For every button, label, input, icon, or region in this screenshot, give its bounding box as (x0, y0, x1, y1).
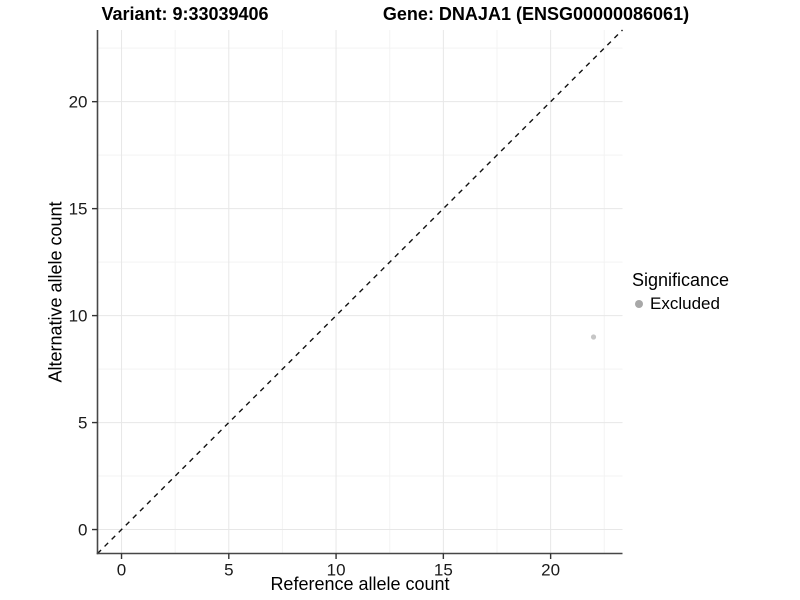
identity-line (97, 29, 623, 554)
x-tick-label: 10 (327, 561, 346, 580)
legend-item-label: Excluded (650, 294, 720, 313)
legend: Significance Excluded (630, 270, 729, 314)
variant-title: Variant: 9:33039406 (101, 4, 269, 24)
y-axis-title: Alternative allele count (45, 201, 66, 383)
gene-title: Gene: DNAJA1 (ENSG00000086061) (382, 4, 690, 24)
legend-point-icon (635, 300, 643, 308)
y-tick-label: 0 (78, 521, 87, 540)
y-tick-label: 10 (69, 307, 88, 326)
x-axis-title: Reference allele count (270, 574, 450, 594)
x-tick-label: 15 (434, 561, 453, 580)
legend-title: Significance (632, 270, 730, 290)
x-tick-label: 5 (224, 561, 233, 580)
y-tick-label: 15 (69, 200, 88, 219)
x-tick-label: 0 (117, 561, 126, 580)
legend-item-excluded: Excluded (630, 294, 729, 314)
y-tick-label: 5 (78, 414, 87, 433)
data-point (590, 334, 597, 340)
x-tick-label: 20 (541, 561, 560, 580)
y-tick-label: 20 (69, 93, 88, 112)
